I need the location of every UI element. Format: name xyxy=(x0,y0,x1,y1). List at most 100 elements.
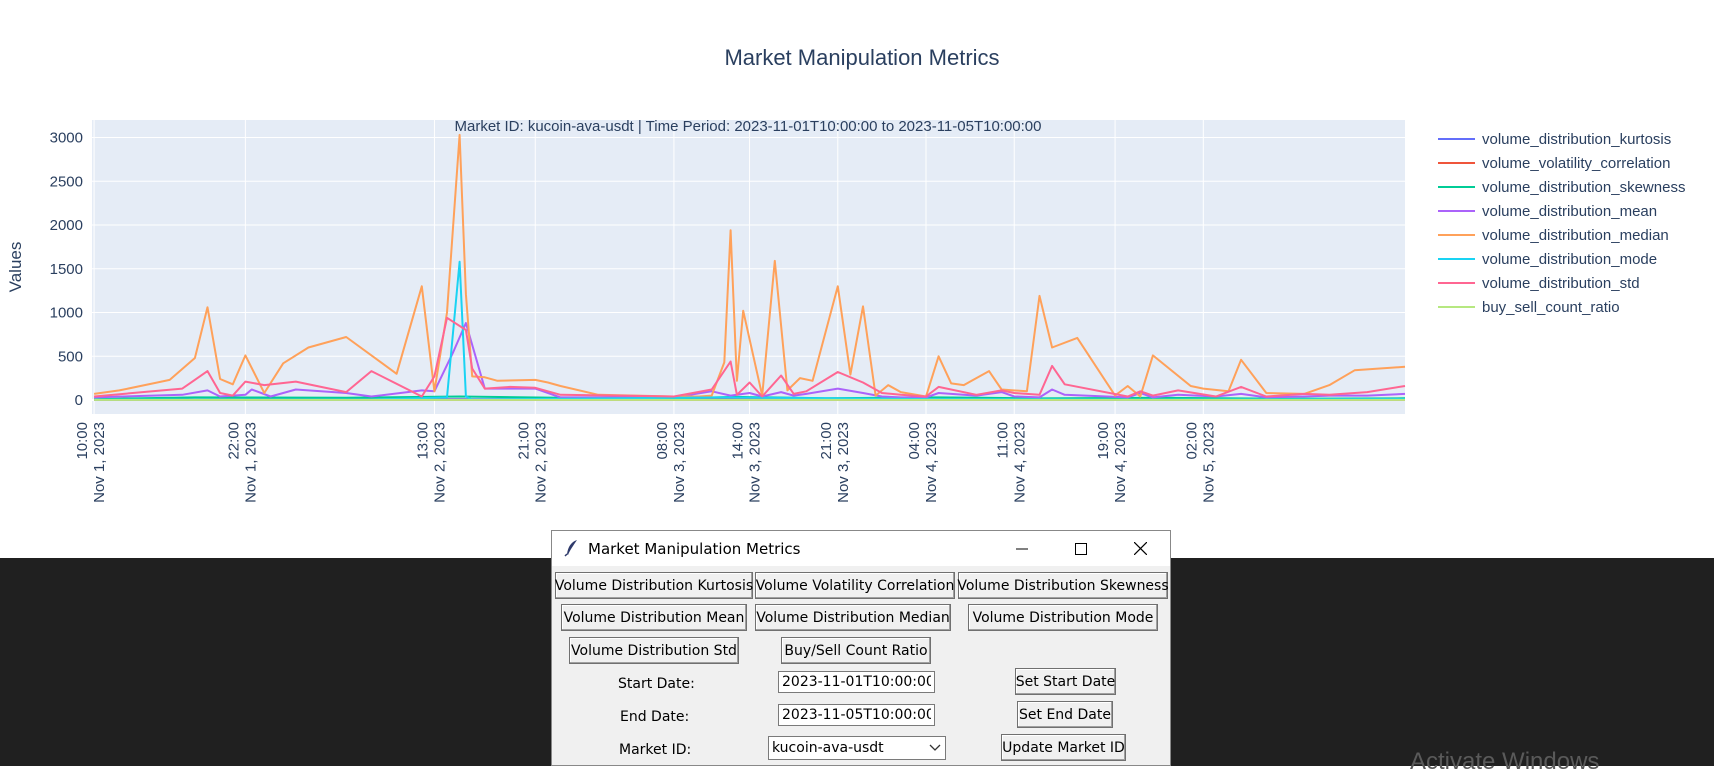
x-tick-label: 10:00 Nov 1, 2023 xyxy=(74,422,108,503)
y-tick-label: 0 xyxy=(75,392,83,409)
legend-label: volume_volatility_correlation xyxy=(1482,155,1670,172)
start-date-label: Start Date: xyxy=(618,676,695,692)
maximize-icon xyxy=(1075,542,1087,555)
x-tick-label: 21:00 Nov 2, 2023 xyxy=(515,422,549,503)
y-tick-label: 2000 xyxy=(50,217,83,234)
buy-sell-ratio-button[interactable]: Buy/Sell Count Ratio xyxy=(781,637,931,664)
window-title: Market Manipulation Metrics xyxy=(588,540,801,558)
series-lines xyxy=(93,133,1406,401)
y-tick-label: 1500 xyxy=(50,261,83,278)
x-gridlines xyxy=(93,120,1204,414)
y-axis-label: Values xyxy=(6,242,25,293)
mean-button[interactable]: Volume Distribution Mean xyxy=(561,604,747,631)
x-tick-time: 14:00 xyxy=(730,422,747,460)
close-button[interactable] xyxy=(1111,531,1169,566)
legend-item-volume-distribution-skewness[interactable]: volume_distribution_skewness xyxy=(1438,179,1685,196)
legend-label: volume_distribution_skewness xyxy=(1482,179,1685,196)
app-window: Market Manipulation Metrics Volume Distr… xyxy=(551,530,1171,766)
x-tick-time: 19:00 xyxy=(1095,422,1112,460)
x-tick-label: 04:00 Nov 4, 2023 xyxy=(906,422,940,503)
x-tick-time: 21:00 xyxy=(818,422,835,460)
x-tick-date: Nov 1, 2023 xyxy=(242,422,259,503)
x-tick-label: 21:00 Nov 3, 2023 xyxy=(818,422,852,503)
x-tick-date: Nov 4, 2023 xyxy=(1011,422,1028,503)
start-date-field[interactable] xyxy=(778,671,935,693)
feather-icon xyxy=(564,540,577,557)
std-button[interactable]: Volume Distribution Std xyxy=(569,637,739,664)
series-line-volume-distribution-std xyxy=(94,316,1406,398)
legend[interactable]: volume_distribution_kurtosis volume_volat… xyxy=(1438,131,1685,316)
x-tick-label: 14:00 Nov 3, 2023 xyxy=(730,422,764,503)
x-tick-date: Nov 4, 2023 xyxy=(1112,422,1129,503)
end-date-label: End Date: xyxy=(620,709,690,725)
x-tick-label: 08:00 Nov 3, 2023 xyxy=(654,422,688,503)
legend-item-volume-volatility-correlation[interactable]: volume_volatility_correlation xyxy=(1438,155,1670,172)
x-tick-date: Nov 2, 2023 xyxy=(431,422,448,503)
chart-title: Market Manipulation Metrics xyxy=(724,45,999,70)
x-tick-time: 22:00 xyxy=(225,422,242,460)
legend-label: volume_distribution_median xyxy=(1482,227,1669,244)
y-tick-labels: 0 500 1000 1500 2000 2500 3000 xyxy=(50,130,83,410)
series-line-volume-distribution-mean xyxy=(94,322,1406,399)
x-tick-time: 02:00 xyxy=(1183,422,1200,460)
minimize-button[interactable] xyxy=(993,531,1051,566)
set-start-date-button[interactable]: Set Start Date xyxy=(1015,668,1116,695)
legend-item-volume-distribution-kurtosis[interactable]: volume_distribution_kurtosis xyxy=(1438,131,1671,148)
x-tick-date: Nov 3, 2023 xyxy=(747,422,764,503)
legend-label: volume_distribution_std xyxy=(1482,275,1640,292)
y-tick-label: 1000 xyxy=(50,305,83,322)
legend-item-volume-distribution-median[interactable]: volume_distribution_median xyxy=(1438,227,1669,244)
skewness-button[interactable]: Volume Distribution Skewness xyxy=(957,572,1169,599)
x-tick-time: 08:00 xyxy=(654,422,671,460)
maximize-button[interactable] xyxy=(1052,531,1110,566)
x-tick-date: Nov 1, 2023 xyxy=(91,422,108,503)
x-tick-label: 02:00 Nov 5, 2023 xyxy=(1183,422,1217,503)
x-tick-date: Nov 3, 2023 xyxy=(671,422,688,503)
legend-label: volume_distribution_kurtosis xyxy=(1482,131,1671,148)
plotly-chart: 0 500 1000 1500 2000 2500 3000 10:00 Nov 1, 202… xyxy=(6,45,1686,503)
x-tick-labels: 10:00 Nov 1, 2023 22:00 Nov 1, 2023 13:00 Nov… xyxy=(74,422,1217,503)
legend-label: volume_distribution_mode xyxy=(1482,251,1657,268)
median-button[interactable]: Volume Distribution Median xyxy=(755,604,951,631)
chevron-down-icon[interactable] xyxy=(929,741,941,755)
set-end-date-button[interactable]: Set End Date xyxy=(1017,701,1113,728)
legend-label: buy_sell_count_ratio xyxy=(1482,299,1620,316)
x-tick-time: 11:00 xyxy=(994,422,1011,458)
x-tick-label: 19:00 Nov 4, 2023 xyxy=(1095,422,1129,503)
x-tick-date: Nov 2, 2023 xyxy=(532,422,549,503)
plot-background xyxy=(92,120,1405,414)
chart-subtitle: Market ID: kucoin-ava-usdt | Time Period… xyxy=(454,118,1041,135)
minimize-icon xyxy=(1016,548,1028,549)
market-id-label: Market ID: xyxy=(619,742,692,758)
series-line-volume-distribution-median xyxy=(93,133,1406,398)
x-tick-time: 04:00 xyxy=(906,422,923,460)
x-tick-date: Nov 4, 2023 xyxy=(923,422,940,503)
kurtosis-button[interactable]: Volume Distribution Kurtosis xyxy=(555,572,753,599)
end-date-field[interactable] xyxy=(778,704,935,726)
volatility-correlation-button[interactable]: Volume Volatility Correlation xyxy=(755,572,955,599)
x-tick-time: 13:00 xyxy=(414,422,431,460)
legend-item-volume-distribution-std[interactable]: volume_distribution_std xyxy=(1438,275,1640,292)
x-tick-date: Nov 3, 2023 xyxy=(835,422,852,503)
y-tick-label: 500 xyxy=(58,348,83,365)
x-tick-date: Nov 5, 2023 xyxy=(1200,422,1217,503)
window-titlebar[interactable]: Market Manipulation Metrics xyxy=(552,531,1170,566)
legend-label: volume_distribution_mean xyxy=(1482,203,1657,220)
market-id-dropdown[interactable]: kucoin-ava-usdt xyxy=(768,736,946,760)
legend-item-buy-sell-count-ratio[interactable]: buy_sell_count_ratio xyxy=(1438,299,1620,316)
x-tick-label: 22:00 Nov 1, 2023 xyxy=(225,422,259,503)
x-tick-label: 11:00 Nov 4, 2023 xyxy=(994,422,1028,503)
x-tick-label: 13:00 Nov 2, 2023 xyxy=(414,422,448,503)
y-tick-label: 3000 xyxy=(50,130,83,147)
activate-windows-watermark: Activate Windows xyxy=(1410,748,1600,775)
legend-item-volume-distribution-mode[interactable]: volume_distribution_mode xyxy=(1438,251,1657,268)
x-tick-time: 10:00 xyxy=(74,422,91,460)
y-tick-label: 2500 xyxy=(50,173,83,190)
x-tick-time: 21:00 xyxy=(515,422,532,460)
close-icon xyxy=(1133,542,1147,555)
legend-item-volume-distribution-mean[interactable]: volume_distribution_mean xyxy=(1438,203,1657,220)
update-market-id-button[interactable]: Update Market ID xyxy=(1001,734,1126,761)
market-id-selected: kucoin-ava-usdt xyxy=(772,740,884,756)
mode-button[interactable]: Volume Distribution Mode xyxy=(968,604,1158,631)
